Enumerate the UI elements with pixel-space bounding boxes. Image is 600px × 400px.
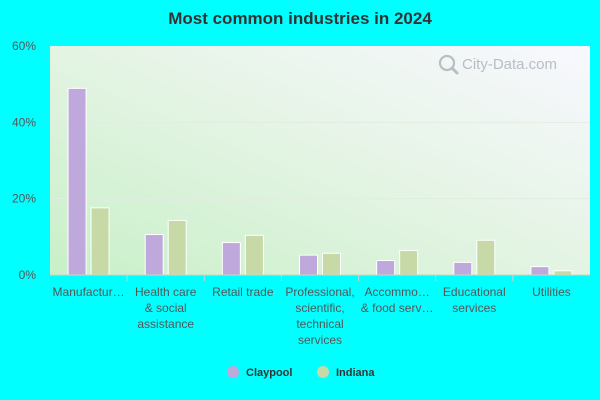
category-label: Health care & social assistance: [135, 285, 197, 331]
bar-claypool[interactable]: [144, 234, 164, 276]
plot-area: [50, 46, 590, 275]
legend-marker-claypool: [227, 366, 239, 378]
watermark: City-Data.com: [438, 54, 557, 75]
x-axis: Manufactur… Health care & social assistance…: [50, 274, 590, 347]
bar-indiana[interactable]: [476, 239, 496, 276]
y-tick-label: 60%: [12, 39, 36, 53]
category-label: Accommo… & food serv…: [361, 285, 434, 315]
bar-claypool[interactable]: [453, 261, 473, 276]
magnifier-icon: [438, 54, 459, 75]
gridlines: [50, 121, 590, 200]
bar-indiana[interactable]: [167, 219, 187, 276]
y-axis: 0% 20% 40% 60%: [12, 39, 36, 282]
category-label: Manufactur…: [53, 285, 125, 299]
category-label: Professional, scientific, technical service…: [285, 285, 354, 347]
bar-claypool[interactable]: [530, 266, 550, 276]
bar-claypool[interactable]: [376, 259, 396, 276]
chart-title: Most common industries in 2024: [168, 9, 432, 28]
category-label: Utilities: [532, 285, 571, 299]
bar-claypool[interactable]: [221, 242, 241, 276]
bar-indiana[interactable]: [244, 234, 264, 276]
legend-label-claypool: Claypool: [246, 367, 292, 379]
y-tick-label: 40%: [12, 115, 36, 129]
y-tick-label: 0%: [19, 268, 37, 282]
bar-claypool[interactable]: [299, 254, 318, 276]
legend-marker-indiana: [317, 366, 329, 378]
bar-indiana[interactable]: [553, 270, 573, 276]
category-label: Educational services: [443, 285, 506, 315]
bar-indiana[interactable]: [322, 252, 341, 276]
y-tick-label: 20%: [12, 192, 36, 206]
legend-label-indiana: Indiana: [336, 367, 375, 379]
legend: Claypool Indiana: [227, 366, 375, 379]
bar-claypool[interactable]: [67, 87, 87, 276]
category-label: Retail trade: [212, 285, 274, 299]
bar-indiana[interactable]: [399, 250, 419, 276]
watermark-text: City-Data.com: [462, 56, 557, 73]
bar-indiana[interactable]: [90, 207, 110, 276]
